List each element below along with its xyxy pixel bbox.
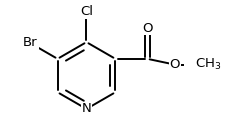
Text: O: O bbox=[169, 58, 179, 71]
Text: Br: Br bbox=[22, 36, 37, 49]
Text: CH$_3$: CH$_3$ bbox=[194, 57, 221, 72]
Text: O: O bbox=[142, 22, 152, 35]
Text: N: N bbox=[81, 102, 91, 116]
Text: Cl: Cl bbox=[80, 5, 92, 18]
